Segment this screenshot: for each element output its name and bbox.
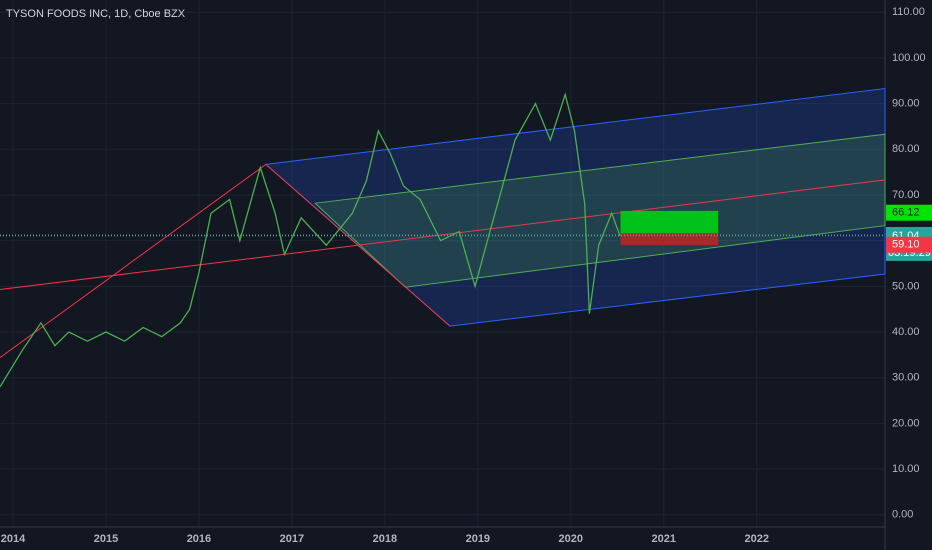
y-tick-label: 50.00 (892, 280, 920, 292)
y-tick-label: 90.00 (892, 97, 920, 109)
x-tick-label: 2022 (744, 533, 768, 545)
y-tick-label: 30.00 (892, 372, 920, 384)
y-tick-label: 80.00 (892, 143, 920, 155)
drawing-line (0, 163, 451, 359)
y-tick-label: 70.00 (892, 189, 920, 201)
y-tick-label: 100.00 (892, 52, 926, 64)
y-tick-label: 20.00 (892, 417, 920, 429)
y-tick-label: 110.00 (892, 6, 925, 18)
x-tick-label: 2016 (187, 533, 211, 545)
x-tick-label: 2020 (559, 533, 583, 545)
x-tick-label: 2015 (94, 533, 118, 545)
x-tick-label: 2019 (466, 533, 490, 545)
price-label: 66.12 (892, 207, 920, 219)
price-line (0, 92, 621, 388)
y-tick-label: 0.00 (892, 509, 913, 521)
chart-title: TYSON FOODS INC, 1D, Cboe BZX (6, 8, 186, 20)
drawing-line (0, 179, 886, 291)
drawing-area (620, 210, 719, 235)
y-tick-label: 10.00 (892, 463, 920, 475)
drawing-area (620, 233, 719, 246)
price-label-box (886, 204, 932, 221)
drawing-area (314, 133, 886, 288)
price-label: 59.10 (892, 239, 920, 251)
price-label-box (886, 236, 932, 253)
x-tick-label: 2021 (652, 533, 676, 545)
x-tick-label: 2017 (280, 533, 304, 545)
x-tick-label: 2014 (1, 533, 26, 545)
y-tick-label: 40.00 (892, 326, 920, 338)
x-tick-label: 2018 (373, 533, 397, 545)
